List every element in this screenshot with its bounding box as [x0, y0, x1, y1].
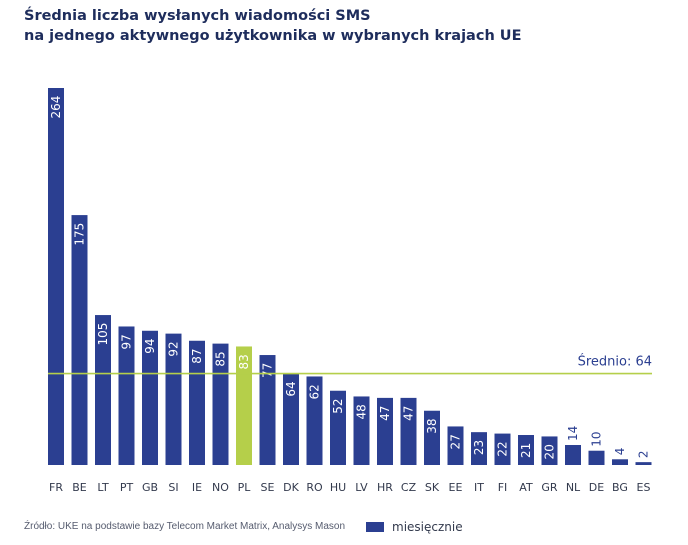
legend-swatch: [366, 522, 384, 532]
data-label-pt: 97: [120, 334, 134, 349]
bar-ro: [306, 376, 323, 465]
bar-hr: [377, 397, 393, 465]
x-tick-label-hu: HU: [330, 481, 346, 494]
data-label-gr: 20: [543, 444, 557, 459]
bar-pl: [236, 346, 252, 465]
bar-fr: [48, 88, 64, 465]
x-tick-label-no: NO: [212, 481, 229, 494]
data-label-hu: 52: [331, 398, 345, 413]
data-label-hr: 47: [378, 406, 392, 421]
data-label-fi: 22: [496, 441, 510, 456]
bar-ie: [189, 340, 205, 465]
x-tick-label-pl: PL: [238, 481, 252, 494]
x-tick-label-lt: LT: [97, 481, 109, 494]
bar-sk: [424, 410, 440, 465]
legend: miesięcznie: [366, 520, 463, 534]
chart-title: Średnia liczba wysłanych wiadomości SMS …: [24, 6, 664, 46]
data-label-ie: 87: [190, 348, 204, 363]
bar-dk: [283, 373, 299, 465]
bar-nl: [565, 445, 581, 465]
x-tick-label-se: SE: [261, 481, 275, 494]
chart-title-line-2: na jednego aktywnego użytkownika w wybra…: [24, 28, 522, 44]
bar-be: [71, 215, 88, 465]
data-label-de: 10: [590, 431, 604, 446]
x-tick-label-cz: CZ: [401, 481, 417, 494]
bar-de: [588, 450, 605, 465]
data-label-no: 85: [214, 351, 228, 366]
x-tick-label-hr: HR: [377, 481, 393, 494]
data-label-be: 175: [73, 223, 87, 246]
x-tick-label-nl: NL: [566, 481, 581, 494]
x-tick-label-ie: IE: [192, 481, 202, 494]
average-label: Średnio: 64: [578, 354, 652, 370]
bar-at: [518, 435, 534, 465]
bar-pt: [118, 326, 135, 465]
data-label-it: 23: [472, 440, 486, 455]
x-tick-label-be: BE: [72, 481, 87, 494]
x-tick-label-at: AT: [519, 481, 533, 494]
bar-se: [259, 355, 276, 465]
x-tick-label-gb: GB: [142, 481, 158, 494]
x-tick-label-fi: FI: [498, 481, 508, 494]
data-label-dk: 64: [284, 381, 298, 396]
bar-es: [635, 462, 652, 465]
x-tick-label-gr: GR: [541, 481, 558, 494]
x-tick-label-bg: BG: [612, 481, 628, 494]
data-label-pl: 83: [237, 354, 251, 369]
x-tick-label-sk: SK: [425, 481, 440, 494]
bar-lv: [353, 396, 370, 465]
data-label-bg: 4: [613, 448, 627, 456]
bar-si: [165, 333, 182, 465]
source-note: Źródło: UKE na podstawie bazy Telecom Ma…: [24, 521, 346, 532]
x-tick-label-it: IT: [474, 481, 484, 494]
bar-cz: [400, 397, 417, 465]
data-label-nl: 14: [566, 426, 580, 441]
bar-ee: [447, 426, 464, 465]
bar-bg: [612, 459, 628, 465]
data-label-ee: 27: [449, 434, 463, 449]
data-label-at: 21: [519, 443, 533, 458]
data-label-fr: 264: [49, 96, 63, 119]
bar-lt: [95, 315, 111, 465]
chart-title-line-1: Średnia liczba wysłanych wiadomości SMS: [24, 8, 371, 24]
data-label-lv: 48: [355, 404, 369, 419]
bar-hu: [330, 390, 346, 465]
data-label-sk: 38: [425, 418, 439, 433]
x-tick-label-fr: FR: [49, 481, 63, 494]
data-label-es: 2: [637, 451, 651, 459]
data-label-cz: 47: [402, 406, 416, 421]
x-tick-label-ee: EE: [449, 481, 463, 494]
data-label-lt: 105: [96, 323, 110, 346]
x-tick-label-pt: PT: [120, 481, 134, 494]
bar-gb: [142, 330, 158, 465]
x-tick-label-dk: DK: [283, 481, 299, 494]
bar-fi: [494, 433, 511, 465]
bar-gr: [541, 436, 558, 465]
data-label-se: 77: [261, 363, 275, 378]
x-tick-label-ro: RO: [306, 481, 323, 494]
data-label-si: 92: [167, 341, 181, 356]
data-label-ro: 62: [308, 384, 322, 399]
x-tick-label-es: ES: [637, 481, 651, 494]
x-tick-label-de: DE: [589, 481, 604, 494]
x-tick-label-si: SI: [168, 481, 178, 494]
legend-label: miesięcznie: [392, 520, 463, 534]
data-label-gb: 94: [143, 338, 157, 353]
x-tick-label-lv: LV: [355, 481, 368, 494]
bar-it: [471, 432, 487, 465]
